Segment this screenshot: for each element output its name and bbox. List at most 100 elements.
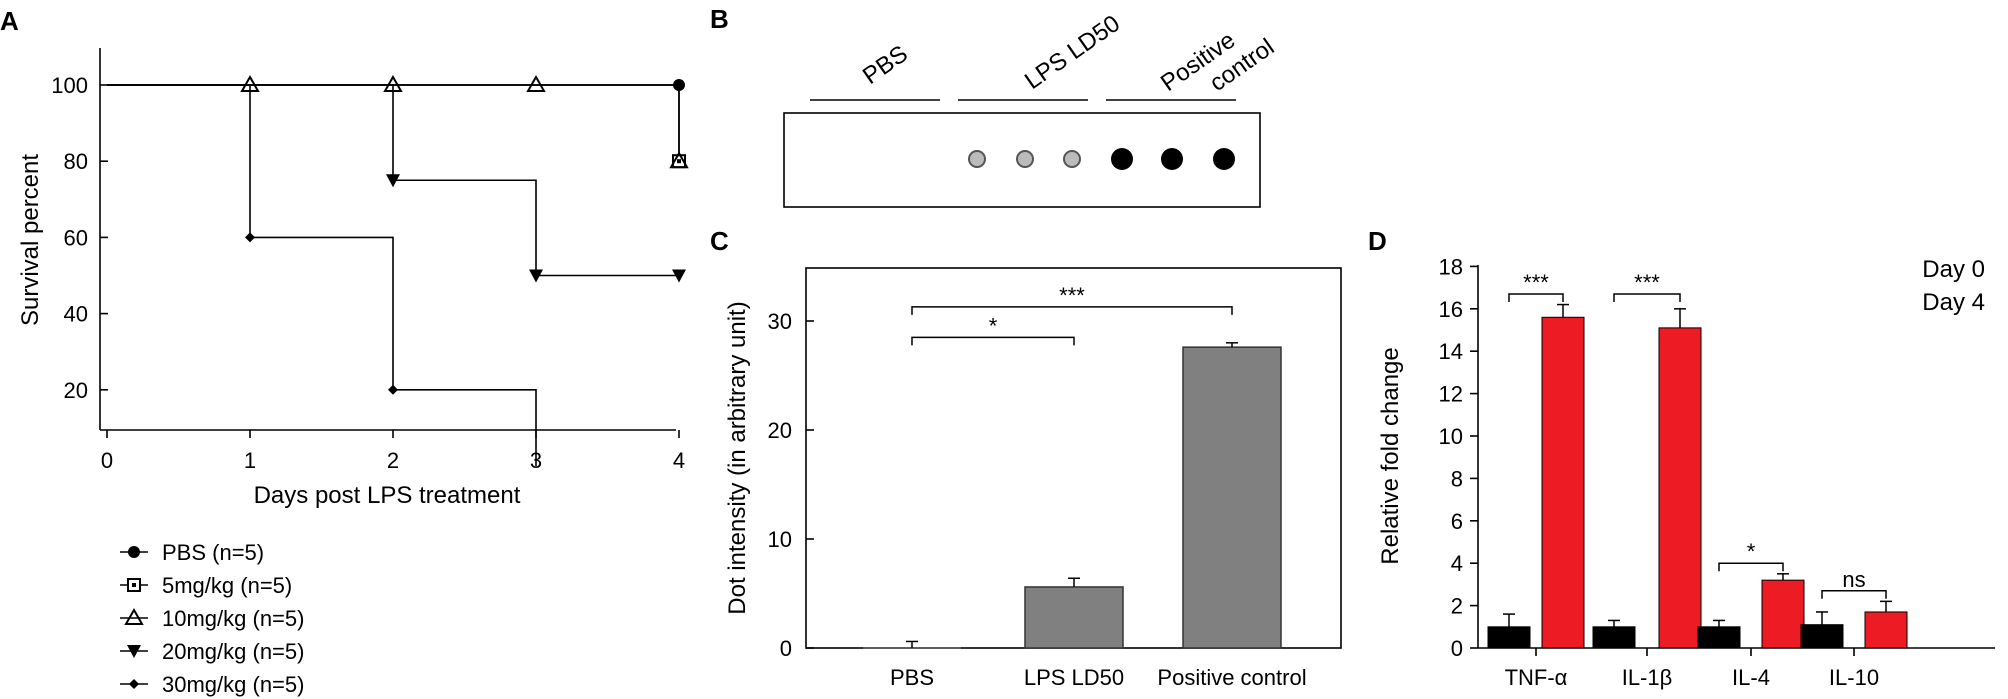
fold-y-tick-label: 2 — [1451, 594, 1463, 619]
survival-x-axis-label: Days post LPS treatment — [254, 482, 521, 509]
survival-y-axis-label: Survival percent — [17, 154, 44, 326]
blot-dot — [1111, 148, 1133, 170]
fold-significance-bracket — [1613, 293, 1681, 302]
blot-dot — [1213, 148, 1235, 170]
survival-marker — [383, 74, 403, 92]
survival-marker — [240, 74, 260, 92]
significance-bracket — [911, 336, 1075, 346]
legend-marker-3 — [124, 607, 144, 625]
survival-y-tick-label: 40 — [64, 302, 88, 327]
fold-significance-bracket — [1821, 590, 1887, 599]
legend-marker-2-inner — [132, 583, 136, 587]
blot-group-label-2: LPS LD50 — [1020, 10, 1125, 95]
blot-group-label-1: PBS — [858, 40, 913, 90]
significance-bracket — [911, 306, 1233, 315]
survival-y-tick-label: 20 — [64, 378, 88, 403]
blot-group-label-line: LPS LD50 — [1020, 10, 1125, 95]
survival-marker — [669, 151, 689, 169]
legend-marker-5 — [129, 679, 139, 689]
fold-y-tick-label: 6 — [1451, 509, 1463, 534]
fold-bar-day4 — [1541, 316, 1585, 649]
intensity-x-tick-label: PBS — [890, 665, 934, 690]
survival-curve-5 — [107, 84, 537, 466]
legend-label-1: PBS (n=5) — [162, 540, 264, 565]
legend-marker-4 — [127, 645, 141, 658]
panel-label-d: D — [1368, 226, 1387, 256]
survival-x-tick-label: 2 — [387, 448, 399, 473]
dot-blot: PBS LPS LD50 Positivecontrol — [783, 10, 1279, 208]
survival-marker — [388, 384, 398, 395]
intensity-y-tick-label: 20 — [768, 418, 792, 443]
panel-label-b: B — [710, 4, 729, 34]
intensity-bar — [1182, 346, 1282, 649]
fold-significance-label: *** — [1634, 270, 1660, 295]
panel-label-a: A — [0, 6, 19, 36]
survival-marker — [245, 232, 255, 243]
fold-bar-day4 — [1761, 579, 1805, 649]
blot-group-label-line: PBS — [858, 40, 913, 90]
fold-bar-day4 — [1864, 611, 1908, 649]
blot-dot — [1016, 150, 1034, 168]
panel-label-c: C — [710, 226, 729, 256]
fold-x-tick-label: IL-10 — [1829, 665, 1879, 690]
fold-change-y-axis-label: Relative fold change — [1377, 347, 1404, 564]
intensity-y-tick-label: 10 — [768, 527, 792, 552]
fold-y-tick-label: 0 — [1451, 636, 1463, 661]
fold-significance-bracket — [1508, 293, 1564, 302]
intensity-bar — [1024, 586, 1124, 649]
legend-label-4: 20mg/kg (n=5) — [162, 639, 304, 664]
fold-significance-bracket — [1718, 562, 1784, 572]
fold-legend-label-1: Day 0 — [1922, 256, 1985, 283]
legend-label-3: 10mg/kg (n=5) — [162, 606, 304, 631]
fold-x-tick-label: IL-4 — [1732, 665, 1770, 690]
fold-legend-label-2: Day 4 — [1922, 289, 1985, 316]
legend-marker-2 — [127, 578, 141, 592]
fold-x-tick-label: TNF-α — [1505, 665, 1568, 690]
survival-marker — [673, 79, 685, 91]
fold-bar-day0 — [1800, 624, 1844, 649]
fold-y-tick-label: 12 — [1439, 382, 1463, 407]
fold-bar-day4 — [1658, 327, 1702, 649]
survival-marker — [672, 269, 686, 283]
survival-marker — [529, 269, 543, 283]
blot-dot — [968, 150, 986, 168]
survival-y-tick-label: 80 — [64, 149, 88, 174]
survival-x-tick-label: 0 — [101, 448, 113, 473]
fold-x-tick-label: IL-1β — [1622, 665, 1673, 690]
intensity-y-tick-label: 0 — [780, 636, 792, 661]
survival-x-tick-label: 1 — [244, 448, 256, 473]
significance-label: * — [989, 313, 998, 338]
blot-dot — [1063, 150, 1081, 168]
significance-label: *** — [1059, 283, 1085, 308]
survival-marker — [386, 174, 400, 188]
blot-dot — [1161, 148, 1183, 170]
survival-marker — [526, 74, 546, 92]
survival-x-tick-label: 4 — [673, 448, 685, 473]
legend-label-5: 30mg/kg (n=5) — [162, 672, 304, 697]
survival-marker-inner — [677, 159, 681, 164]
fold-y-tick-label: 18 — [1439, 254, 1463, 279]
fold-significance-label: * — [1747, 539, 1756, 564]
legend-marker-1 — [128, 546, 140, 558]
intensity-x-tick-label: LPS LD50 — [1024, 665, 1124, 690]
fold-bar-day0 — [1487, 626, 1531, 649]
fold-bar-day0 — [1697, 626, 1741, 649]
fold-y-tick-label: 16 — [1439, 297, 1463, 322]
fold-bar-day0 — [1592, 626, 1636, 649]
fold-y-tick-label: 4 — [1451, 551, 1463, 576]
fold-y-tick-label: 8 — [1451, 466, 1463, 491]
fold-y-tick-label: 10 — [1439, 424, 1463, 449]
survival-y-tick-label: 100 — [51, 73, 88, 98]
blot-group-label-3: Positivecontrol — [1156, 11, 1279, 120]
legend-label-2: 5mg/kg (n=5) — [162, 573, 292, 598]
intensity-x-tick-label: Positive control — [1157, 665, 1306, 690]
fold-significance-label: *** — [1523, 270, 1549, 295]
intensity-y-tick-label: 30 — [768, 309, 792, 334]
fold-significance-label: ns — [1842, 567, 1865, 592]
dot-intensity-y-axis-label: Dot intensity (in arbitrary unit) — [724, 301, 751, 614]
fold-y-tick-label: 14 — [1439, 339, 1463, 364]
